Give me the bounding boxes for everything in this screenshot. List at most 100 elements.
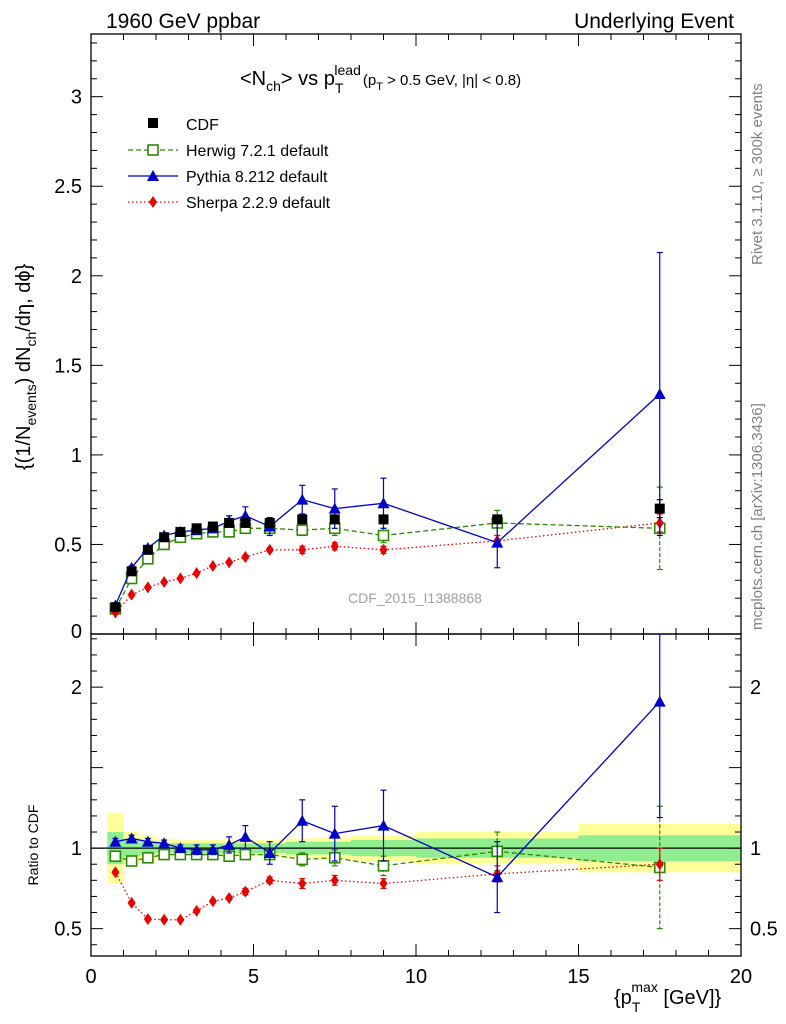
ratio-point-pythia — [491, 871, 504, 883]
ratio-point-sherpa — [241, 885, 250, 898]
main-point-data — [329, 514, 340, 525]
ratio-point-pythia — [223, 838, 236, 850]
ratio-point-sherpa — [176, 913, 185, 926]
legend-marker-herwig — [147, 144, 159, 156]
main-point-herwig — [142, 552, 154, 565]
legend-entry-pythia: Pythia 8.212 default — [128, 169, 328, 186]
ratio-point-pythia — [190, 843, 203, 855]
ratio-point-pythia — [296, 814, 309, 826]
main-point-pythia — [653, 388, 666, 399]
ratio-y-tick-label: 1 — [71, 838, 82, 860]
main-point-sherpa — [379, 543, 388, 556]
main-point-data — [654, 503, 665, 514]
ratio-point-sherpa — [192, 904, 201, 917]
ratio-series-pythia — [109, 633, 666, 914]
main-point-sherpa — [265, 543, 274, 556]
x-tick-label: 20 — [730, 966, 752, 988]
x-tick-label: 10 — [405, 966, 427, 988]
main-y-axis-label: {(1/Nevents) dNch/dη, dϕ} — [13, 263, 39, 470]
ratio-point-sherpa — [160, 913, 169, 926]
main-point-data — [175, 526, 186, 537]
ratio-panel: 0.5 0.51 12 20 5 10 15 20 — [54, 633, 778, 988]
legend-marker-cdf — [148, 118, 158, 128]
main-point-data — [126, 566, 137, 577]
ratio-point-sherpa — [143, 912, 152, 925]
energy-label: 1960 GeV ppbar — [106, 10, 260, 33]
ratio-y-tick-label-right: 1 — [750, 838, 761, 860]
rivet-label: Rivet 3.1.10, ≥ 300k events — [749, 83, 766, 265]
ratio-point-pythia — [328, 827, 341, 839]
main-y-tick-label: 1.5 — [54, 355, 82, 377]
legend-label-cdf: CDF — [186, 117, 219, 134]
ratio-point-pythia — [141, 835, 154, 847]
main-point-herwig — [296, 524, 309, 536]
main-point-data — [492, 514, 503, 525]
main-point-sherpa — [127, 588, 136, 601]
ratio-y-axis-label: Ratio to CDF — [25, 805, 41, 886]
x-tick-label: 0 — [85, 966, 96, 988]
ratio-point-pythia — [239, 830, 252, 842]
main-point-herwig — [377, 529, 390, 542]
ratio-point-sherpa — [298, 877, 307, 890]
main-point-data — [110, 602, 121, 613]
ratio-point-herwig — [377, 860, 390, 872]
ratio-point-sherpa — [225, 892, 234, 905]
legend-entry-herwig: Herwig 7.2.1 default — [128, 143, 329, 160]
ratio-frame — [90, 633, 742, 957]
ratio-point-pythia — [263, 846, 276, 858]
ratio-point-sherpa — [379, 877, 388, 890]
main-point-pythia — [491, 536, 504, 548]
ratio-point-herwig — [239, 848, 252, 861]
x-tick-label: 15 — [567, 966, 589, 988]
main-point-data — [207, 521, 218, 532]
legend-entry-sherpa: Sherpa 2.2.9 default — [128, 195, 331, 212]
main-point-sherpa — [225, 556, 234, 569]
main-series-data — [110, 499, 665, 613]
ratio-point-sherpa — [111, 866, 120, 879]
legend-entry-cdf: CDF — [148, 117, 219, 134]
main-point-sherpa — [176, 572, 185, 585]
main-point-sherpa — [143, 581, 152, 594]
main-point-data — [378, 514, 389, 525]
main-y-tick-label: 0.5 — [54, 534, 82, 556]
analysis-watermark: CDF_2015_I1388868 — [348, 590, 482, 606]
ratio-y-tick-label-right: 0.5 — [750, 919, 778, 941]
legend-label-herwig: Herwig 7.2.1 default — [186, 143, 329, 160]
main-point-data — [142, 544, 153, 555]
ratio-point-sherpa — [265, 874, 274, 887]
ratio-point-pythia — [174, 842, 187, 854]
main-point-herwig — [223, 526, 235, 538]
ratio-point-pythia — [158, 837, 171, 849]
main-y-zero-label: 0 — [71, 621, 82, 643]
main-point-data — [297, 514, 308, 525]
x-tick-label: 5 — [248, 966, 259, 988]
ratio-point-sherpa — [655, 858, 664, 871]
legend-label-sherpa: Sherpa 2.2.9 default — [186, 195, 331, 212]
analysis-label: Underlying Event — [574, 10, 734, 33]
ratio-y-tick-label-right: 2 — [750, 677, 761, 699]
ratio-point-pythia — [109, 835, 122, 847]
main-y-tick-label: 2.5 — [54, 176, 82, 198]
legend-marker-pythia — [147, 170, 159, 181]
ratio-series — [109, 633, 666, 930]
main-point-data — [224, 517, 235, 528]
main-point-sherpa — [192, 567, 201, 580]
main-series-pythia — [109, 251, 666, 611]
main-point-data — [191, 523, 202, 534]
main-point-data — [264, 517, 275, 528]
ratio-point-sherpa — [330, 874, 339, 887]
ratio-point-herwig — [296, 853, 309, 866]
x-axis-label: {pTmax [GeV]} — [614, 979, 722, 1015]
ratio-point-pythia — [206, 843, 219, 855]
legend-label-pythia: Pythia 8.212 default — [186, 169, 328, 186]
main-y-tick-label: 3 — [71, 87, 82, 109]
main-y-tick-label: 2 — [71, 266, 82, 288]
main-point-sherpa — [330, 540, 339, 553]
ratio-point-pythia — [377, 819, 390, 831]
ratio-point-herwig — [109, 850, 122, 862]
main-point-pythia — [296, 493, 309, 505]
legend: CDF Herwig 7.2.1 default Pythia 8.212 de… — [128, 117, 331, 212]
main-y-tick-label: 1 — [71, 445, 82, 467]
main-point-pythia — [328, 502, 341, 514]
ratio-y-tick-label: 2 — [71, 677, 82, 699]
